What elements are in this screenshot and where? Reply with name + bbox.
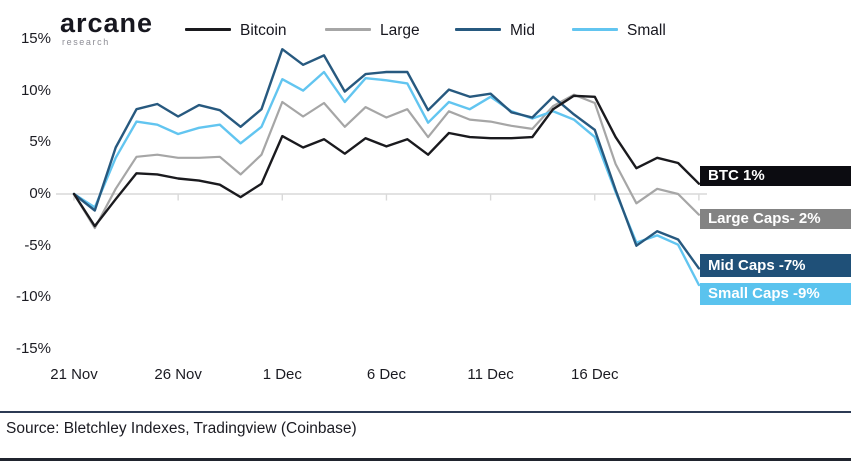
end-label-btc: BTC 1% [700, 166, 851, 186]
legend-label: Small [627, 22, 666, 39]
series-line-small [72, 70, 701, 287]
series-line-bitcoin [72, 94, 701, 228]
end-label-small: Small Caps -9% [700, 283, 851, 305]
footer-divider [0, 411, 851, 413]
legend-label: Large [380, 22, 420, 39]
legend-label: Mid [510, 22, 535, 39]
end-label-mid: Mid Caps -7% [700, 254, 851, 277]
y-tick-label: 0% [29, 185, 51, 202]
series-line-large [72, 93, 701, 230]
legend-line-swatch [572, 28, 618, 31]
legend-item-mid: Mid [455, 22, 535, 40]
legend-line-swatch [325, 28, 371, 31]
bottom-bar [0, 458, 851, 461]
y-tick-label: 5% [29, 133, 51, 151]
x-tick-label: 11 Dec [467, 366, 514, 383]
legend-item-bitcoin: Bitcoin [185, 22, 287, 40]
source-text: Source: Bletchley Indexes, Tradingview (… [6, 420, 357, 437]
x-tick-label: 16 Dec [570, 366, 619, 383]
y-tick-label: 10% [20, 81, 51, 99]
x-tick-label: 26 Nov [154, 366, 202, 383]
legend-item-large: Large [325, 22, 420, 40]
logo-subtitle: research [62, 37, 110, 47]
legend-label: Bitcoin [240, 22, 287, 39]
x-tick-label: 21 Nov [50, 366, 98, 383]
line-chart-plot [56, 48, 707, 287]
series-line-mid [72, 48, 701, 270]
x-tick-label: 6 Dec [366, 366, 407, 383]
y-tick-label: 15% [20, 29, 51, 47]
x-tick-label: 1 Dec [262, 366, 302, 383]
logo-wordmark: arcane [60, 8, 154, 38]
y-tick-label: -10% [15, 288, 51, 306]
arcane-research-logo: arcane research [60, 10, 153, 47]
y-tick-label: -15% [15, 340, 51, 358]
legend-item-small: Small [572, 22, 666, 40]
end-label-large: Large Caps- 2% [700, 209, 851, 229]
legend-line-swatch [455, 28, 501, 31]
y-tick-label: -5% [24, 236, 51, 254]
legend-line-swatch [185, 28, 231, 31]
